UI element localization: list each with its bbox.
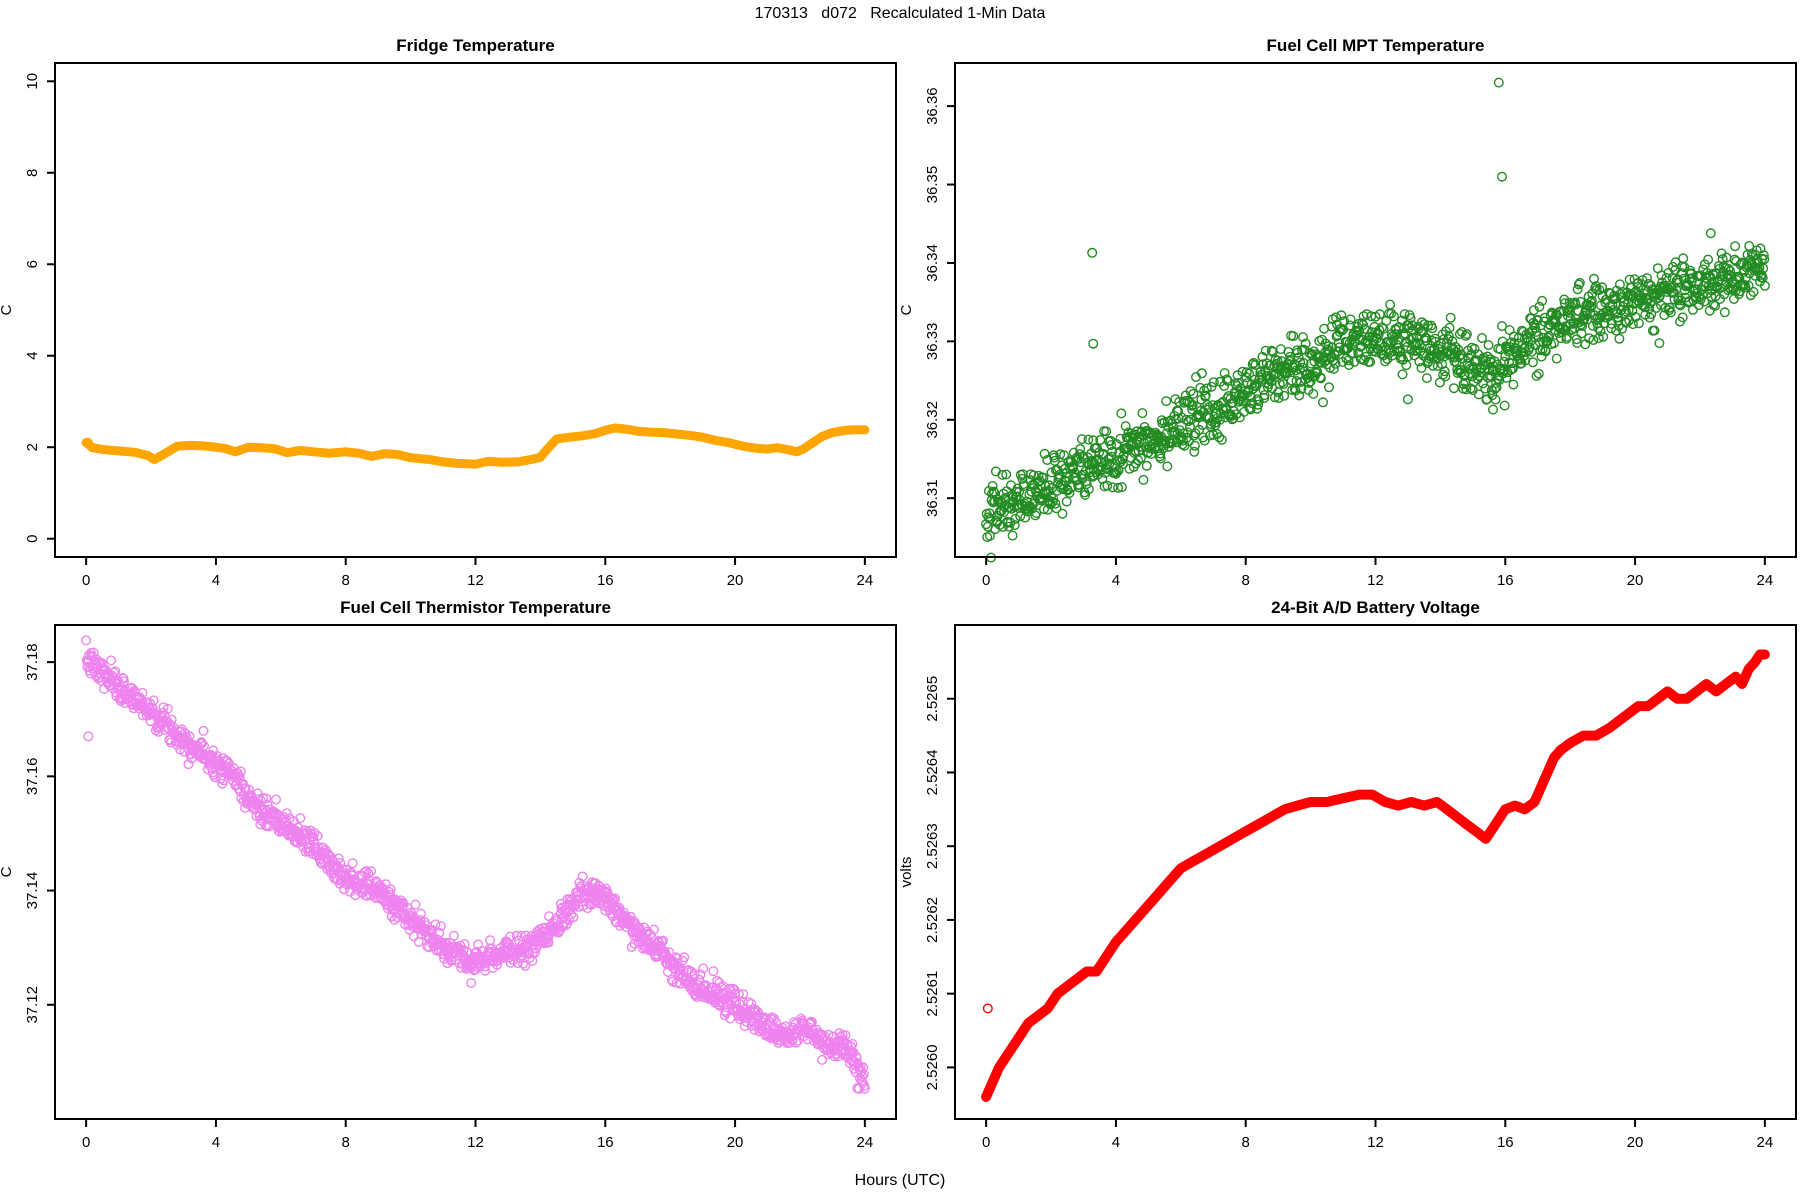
outlier-point (1402, 394, 1413, 405)
y-axis-label: volts (900, 857, 915, 888)
chart-title: 24-Bit A/D Battery Voltage (1271, 598, 1480, 617)
axes: 0 4 8 12 16 20 24 36.31 36.32 36.33 36.34 36.35 36.3… (900, 87, 1773, 589)
y-tick-label: 8 (24, 169, 41, 177)
x-tick-label: 24 (857, 572, 874, 589)
x-tick-label: 0 (982, 1134, 990, 1151)
x-tick-label: 16 (597, 572, 614, 589)
y-tick-label: 36.34 (924, 244, 941, 282)
x-tick-label: 0 (82, 1134, 90, 1151)
x-tick-label: 8 (342, 1134, 350, 1151)
y-tick-label: 0 (24, 535, 41, 543)
x-tick-label: 4 (1112, 1134, 1120, 1151)
chart-title: Fuel Cell MPT Temperature (1267, 36, 1485, 55)
x-tick-label: 12 (467, 1134, 484, 1151)
y-tick-label: 2 (24, 443, 41, 451)
outlier-point (1493, 77, 1504, 88)
outlier-point (1497, 171, 1508, 182)
plot-box (54, 62, 897, 558)
y-tick-label: 10 (24, 73, 41, 90)
outlier-point (83, 731, 94, 742)
y-axis-label: C (900, 304, 915, 315)
fridge-temperature-chart: 048121620240246810CFridge Temperature (0, 36, 897, 589)
x-tick-label: 16 (1497, 1134, 1514, 1151)
y-tick-label: 4 (24, 352, 41, 360)
y-tick-label: 2.5265 (924, 676, 941, 722)
x-tick-label: 20 (727, 1134, 744, 1151)
x-tick-label: 16 (597, 1134, 614, 1151)
fuel-cell-thermistor-temperature-chart: 0 4 8 12 16 20 24 37.12 37.14 37.16 37.18 C Fuel Cel… (0, 598, 897, 1151)
y-tick-label: 6 (24, 260, 41, 268)
x-tick-label: 24 (1757, 572, 1774, 589)
chart-title: Fridge Temperature (396, 36, 554, 55)
x-tick-label: 4 (212, 572, 220, 589)
outlier-point (1088, 338, 1099, 349)
data-series-line (81, 423, 870, 469)
outlier-point (82, 437, 93, 448)
y-axis-label: C (0, 304, 15, 315)
y-tick-label: 2.5262 (924, 897, 941, 943)
y-tick-label: 36.36 (924, 87, 941, 125)
fuel-cell-mpt-temperature-chart: 0 4 8 12 16 20 24 36.31 36.32 36.33 36.34 36.35 36.3… (900, 36, 1797, 589)
x-tick-label: 0 (982, 572, 990, 589)
y-tick-label: 2.5264 (924, 750, 941, 796)
y-tick-label: 37.14 (24, 872, 41, 910)
figure-title: 170313 d072 Recalculated 1-Min Data (754, 5, 1046, 22)
outlier-point (1488, 404, 1499, 415)
x-tick-label: 8 (1242, 1134, 1250, 1151)
x-tick-label: 20 (1627, 572, 1644, 589)
y-tick-label: 37.16 (24, 758, 41, 796)
x-tick-label: 0 (82, 572, 90, 589)
x-axis-label: Hours (UTC) (854, 1172, 946, 1189)
axes: 0 4 8 12 16 20 24 37.12 37.14 37.16 37.18 C (0, 643, 873, 1151)
outlier-point (982, 1003, 993, 1014)
plot-box (54, 624, 897, 1120)
outlier-point (1087, 247, 1098, 258)
x-tick-label: 12 (1367, 1134, 1384, 1151)
x-tick-label: 20 (1627, 1134, 1644, 1151)
y-tick-label: 2.5263 (924, 823, 941, 869)
x-tick-label: 20 (727, 572, 744, 589)
x-tick-label: 4 (212, 1134, 220, 1151)
axes: 048121620240246810C (0, 73, 873, 589)
x-tick-label: 8 (1242, 572, 1250, 589)
battery-voltage-chart: 0 4 8 12 16 20 24 2.5260 2.5261 2.5262 2.5263 2.526… (900, 598, 1797, 1151)
x-tick-label: 12 (1367, 572, 1384, 589)
y-tick-label: 36.35 (924, 166, 941, 204)
axes: 0 4 8 12 16 20 24 2.5260 2.5261 2.5262 2.5263 2.526… (900, 676, 1773, 1151)
y-tick-label: 36.31 (924, 479, 941, 517)
y-tick-label: 36.33 (924, 323, 941, 361)
x-tick-label: 16 (1497, 572, 1514, 589)
y-tick-label: 36.32 (924, 401, 941, 439)
data-series-line (981, 649, 1770, 1102)
chart-title: Fuel Cell Thermistor Temperature (340, 598, 611, 617)
y-tick-label: 37.12 (24, 986, 41, 1024)
x-tick-label: 12 (467, 572, 484, 589)
data-points (981, 228, 1770, 563)
x-tick-label: 24 (857, 1134, 874, 1151)
x-tick-label: 4 (1112, 572, 1120, 589)
x-tick-label: 8 (342, 572, 350, 589)
y-tick-label: 2.5260 (924, 1044, 941, 1090)
x-tick-label: 24 (1757, 1134, 1774, 1151)
data-points (81, 635, 870, 1094)
outlier-point (629, 938, 640, 949)
y-axis-label: C (0, 866, 15, 877)
y-tick-label: 2.5261 (924, 971, 941, 1017)
y-tick-label: 37.18 (24, 643, 41, 681)
